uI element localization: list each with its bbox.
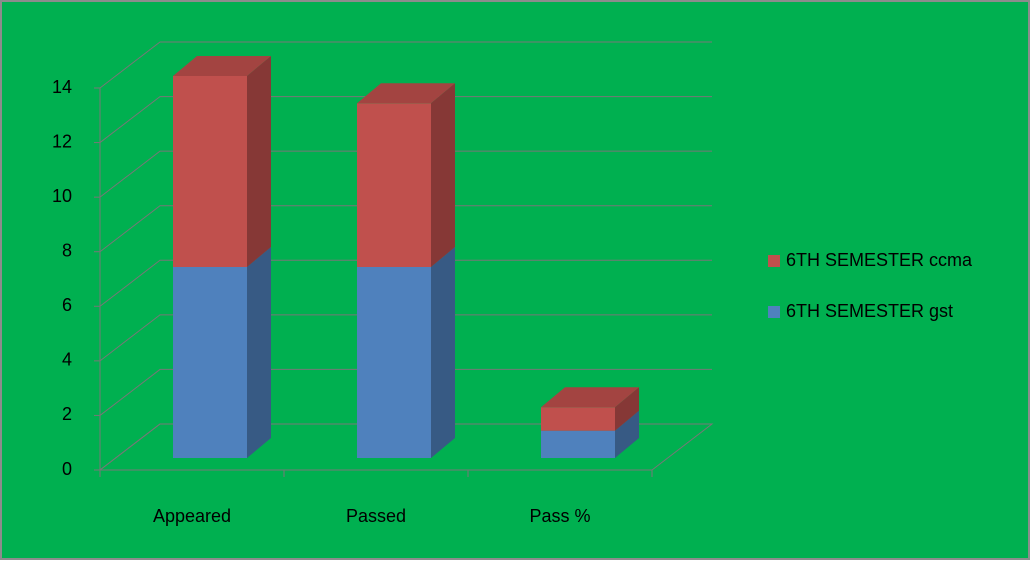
- grid-line: [99, 41, 712, 89]
- grid-line: [99, 314, 712, 362]
- y-tick-label: 14: [52, 77, 72, 97]
- y-tick-label: 4: [62, 350, 72, 370]
- bar-face: [357, 83, 455, 104]
- bar-face: [431, 247, 455, 458]
- bar: [173, 247, 271, 458]
- bar-face: [173, 56, 271, 76]
- bar-face: [431, 83, 455, 268]
- legend-label: 6TH SEMESTER ccma: [786, 250, 973, 270]
- y-tick-label: 2: [62, 404, 72, 424]
- bar: [357, 83, 455, 268]
- y-tick-label: 10: [52, 186, 72, 206]
- bar: [357, 247, 455, 458]
- grid-line: [99, 96, 712, 143]
- bar-face: [541, 407, 615, 431]
- grid-line: [99, 150, 712, 198]
- legend-swatch: [768, 306, 780, 318]
- bar-face: [173, 76, 247, 267]
- legend-swatch: [768, 255, 780, 267]
- grid-line: [99, 368, 712, 416]
- y-tick-label: 6: [62, 295, 72, 315]
- bar: [541, 387, 639, 431]
- legend-label: 6TH SEMESTER gst: [786, 301, 953, 321]
- grid-line: [99, 205, 712, 253]
- grid-line: [99, 423, 712, 471]
- bar-face: [541, 430, 615, 458]
- x-tick-label: Pass %: [529, 506, 590, 526]
- bar-face: [615, 410, 639, 458]
- y-tick-label: 12: [52, 131, 72, 151]
- y-tick-label: 8: [62, 240, 72, 260]
- bar-face: [615, 387, 639, 431]
- bar-face: [357, 103, 431, 268]
- grid-line: [99, 259, 712, 307]
- bar-face: [173, 267, 247, 458]
- bar-face: [247, 247, 271, 458]
- y-tick-label: 0: [62, 459, 72, 479]
- x-tick-label: Passed: [346, 506, 406, 526]
- x-tick-label: Appeared: [153, 506, 231, 526]
- bar: [173, 56, 271, 267]
- bar-face: [541, 387, 639, 408]
- bar-face: [247, 56, 271, 267]
- bar-face: [357, 267, 431, 458]
